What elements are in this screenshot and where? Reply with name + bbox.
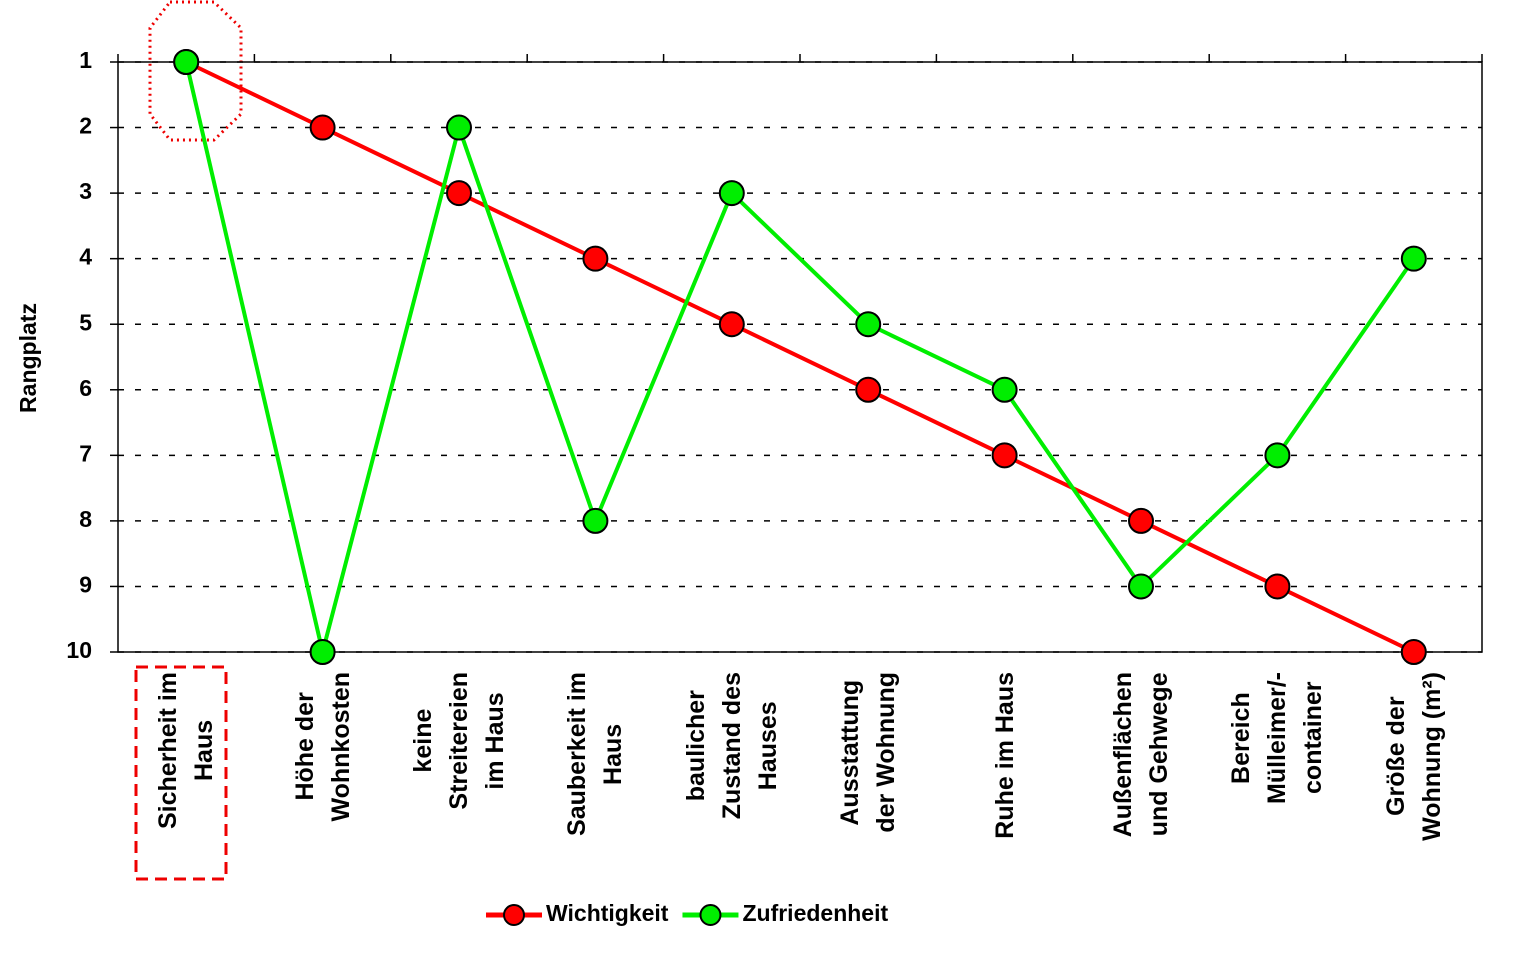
legend-marker: [503, 904, 525, 926]
y-tick-label: 6: [79, 375, 92, 401]
y-tick-label: 3: [79, 178, 92, 204]
legend-label: Wichtigkeit: [546, 900, 669, 926]
series-line: [184, 61, 1416, 653]
y-tick-label: 5: [79, 309, 92, 335]
data-point: [446, 114, 472, 141]
highlight-label: [134, 665, 228, 881]
highlight-point: [148, 0, 243, 142]
y-tick-label: 10: [66, 637, 92, 663]
legend-label: Zufriedenheit: [742, 900, 888, 926]
series-line: [185, 60, 1415, 654]
data-point: [582, 507, 609, 534]
data-point: [855, 311, 882, 338]
x-tick-label: Größe der Wohnung (m²): [1381, 672, 1446, 841]
data-point: [1400, 639, 1427, 665]
data-point: [1264, 442, 1291, 469]
legend-marker: [699, 904, 722, 926]
data-point: [446, 180, 472, 207]
x-tick-label: Ruhe im Haus: [990, 672, 1019, 839]
y-tick-label: 1: [79, 47, 92, 73]
data-point: [991, 376, 1018, 403]
data-point: [1128, 507, 1154, 534]
data-point: [173, 49, 200, 75]
y-tick-label: 7: [79, 440, 92, 466]
data-point: [991, 442, 1018, 469]
x-tick-label: baulicher Zustand des Hauses: [681, 672, 782, 820]
x-tick-label: keine Streitereien im Haus: [409, 672, 509, 810]
data-point: [718, 311, 745, 338]
data-point: [855, 376, 882, 403]
data-point: [718, 180, 745, 207]
y-tick-label: 2: [79, 113, 92, 139]
x-tick-label: Bereich Mülleimer/- container: [1227, 672, 1328, 804]
data-point: [582, 245, 609, 272]
x-tick-label: Außenflächen und Gehwege: [1109, 672, 1173, 838]
data-point: [1128, 573, 1154, 600]
x-tick-label: Ausstattung der Wohnung: [836, 672, 901, 833]
y-tick-label: 8: [79, 506, 92, 532]
y-axis-label: Rangplatz: [15, 303, 41, 413]
data-point: [309, 114, 336, 141]
x-tick-label: Sauberkeit im Haus: [563, 672, 628, 836]
data-point: [309, 639, 336, 665]
data-point: [1400, 245, 1427, 272]
y-tick-label: 4: [79, 244, 92, 270]
x-tick-label: Sicherheit im Haus: [154, 672, 219, 829]
y-tick-label: 9: [79, 572, 92, 598]
x-tick-label: Höhe der Wohnkosten: [290, 672, 355, 822]
data-point: [1264, 573, 1291, 600]
